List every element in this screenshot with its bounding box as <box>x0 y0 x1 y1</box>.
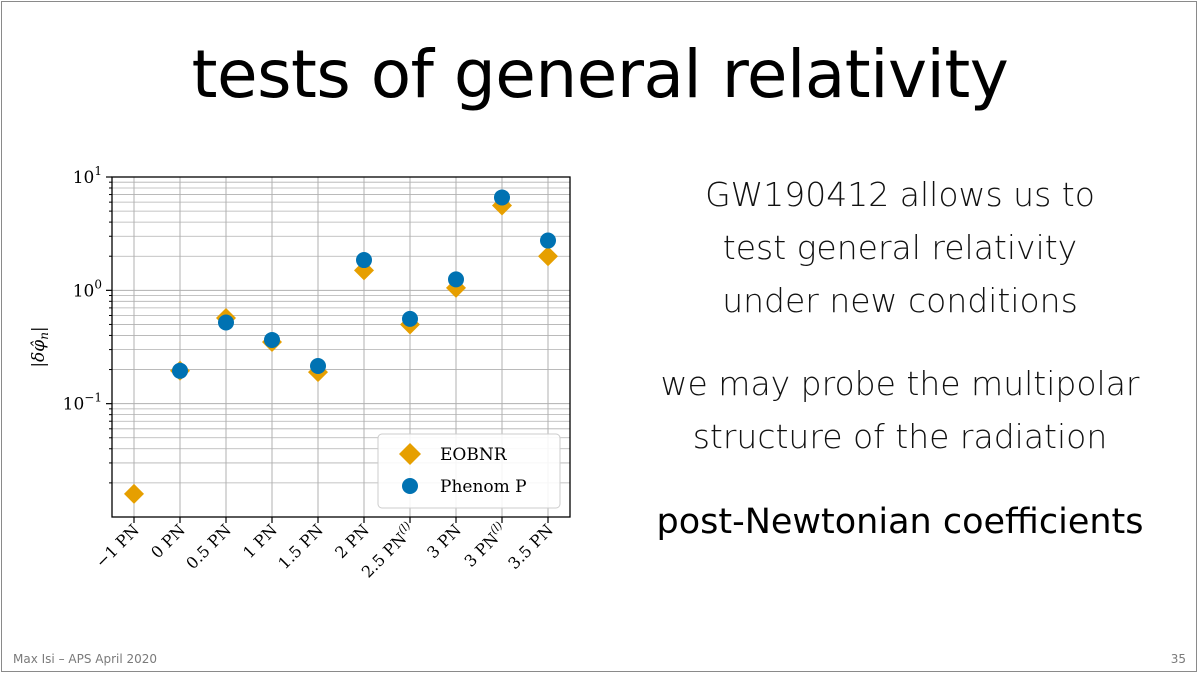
paragraph-line: post-Newtonian coefficients <box>656 502 1144 542</box>
plot-frame <box>111 176 571 518</box>
phenom-p-point <box>494 189 510 206</box>
x-tick-label: 3 PN(l) <box>459 519 511 571</box>
paragraph-pn-coefficients: post-Newtonian coefficients <box>600 496 1200 549</box>
x-tick-label: 3 PN <box>423 520 465 562</box>
phenom-p-point <box>218 314 234 331</box>
slide-title: tests of general relativity <box>191 36 1009 113</box>
paragraph-multipolar: we may probe the multipolar structure of… <box>600 357 1200 463</box>
phenom-p-point <box>310 357 326 374</box>
x-tick-label: −1 PN <box>92 520 143 571</box>
paragraph-line: under new conditions <box>722 281 1078 320</box>
phenom-p-point <box>356 252 372 269</box>
legend-eobnr-label: EOBNR <box>440 445 508 465</box>
x-tick-label: 2 PN <box>331 520 373 562</box>
phenom-p-point <box>448 271 464 288</box>
page-number: 35 <box>1170 652 1186 666</box>
paragraph-line: GW190412 allows us to <box>705 175 1095 214</box>
eobnr-point <box>124 483 144 504</box>
x-tick-label: 0.5 PN <box>182 520 235 573</box>
x-tick-label: 1 PN <box>239 520 281 562</box>
phenom-p-point <box>540 232 556 249</box>
footer-presenter: Max Isi – APS April 2020 <box>13 652 158 666</box>
y-axis-label: |δφ̂n| <box>29 326 51 367</box>
phenom-p-point <box>402 310 418 327</box>
y-tick-label: 10−1 <box>63 391 102 415</box>
y-tick-label: 100 <box>73 277 102 301</box>
legend-eobnr-marker <box>399 443 421 465</box>
eobnr-point <box>538 246 558 267</box>
x-tick-label: 0 PN <box>147 520 189 562</box>
legend-phenom-label: Phenom P <box>440 477 527 497</box>
paragraph-line: structure of the radiation <box>692 417 1108 456</box>
legend-box <box>377 433 561 509</box>
x-tick-label: 1.5 PN <box>274 520 327 573</box>
legend-phenom-marker <box>402 478 418 494</box>
phenom-p-point <box>264 331 280 348</box>
y-tick-label: 101 <box>73 164 102 188</box>
phenom-p-point <box>172 362 188 379</box>
paragraph-gw190412: GW190412 allows us to test general relat… <box>600 168 1200 327</box>
paragraph-line: test general relativity <box>722 228 1078 267</box>
paragraph-line: we may probe the multipolar <box>660 364 1140 403</box>
x-tick-label: 3.5 PN <box>504 520 557 573</box>
